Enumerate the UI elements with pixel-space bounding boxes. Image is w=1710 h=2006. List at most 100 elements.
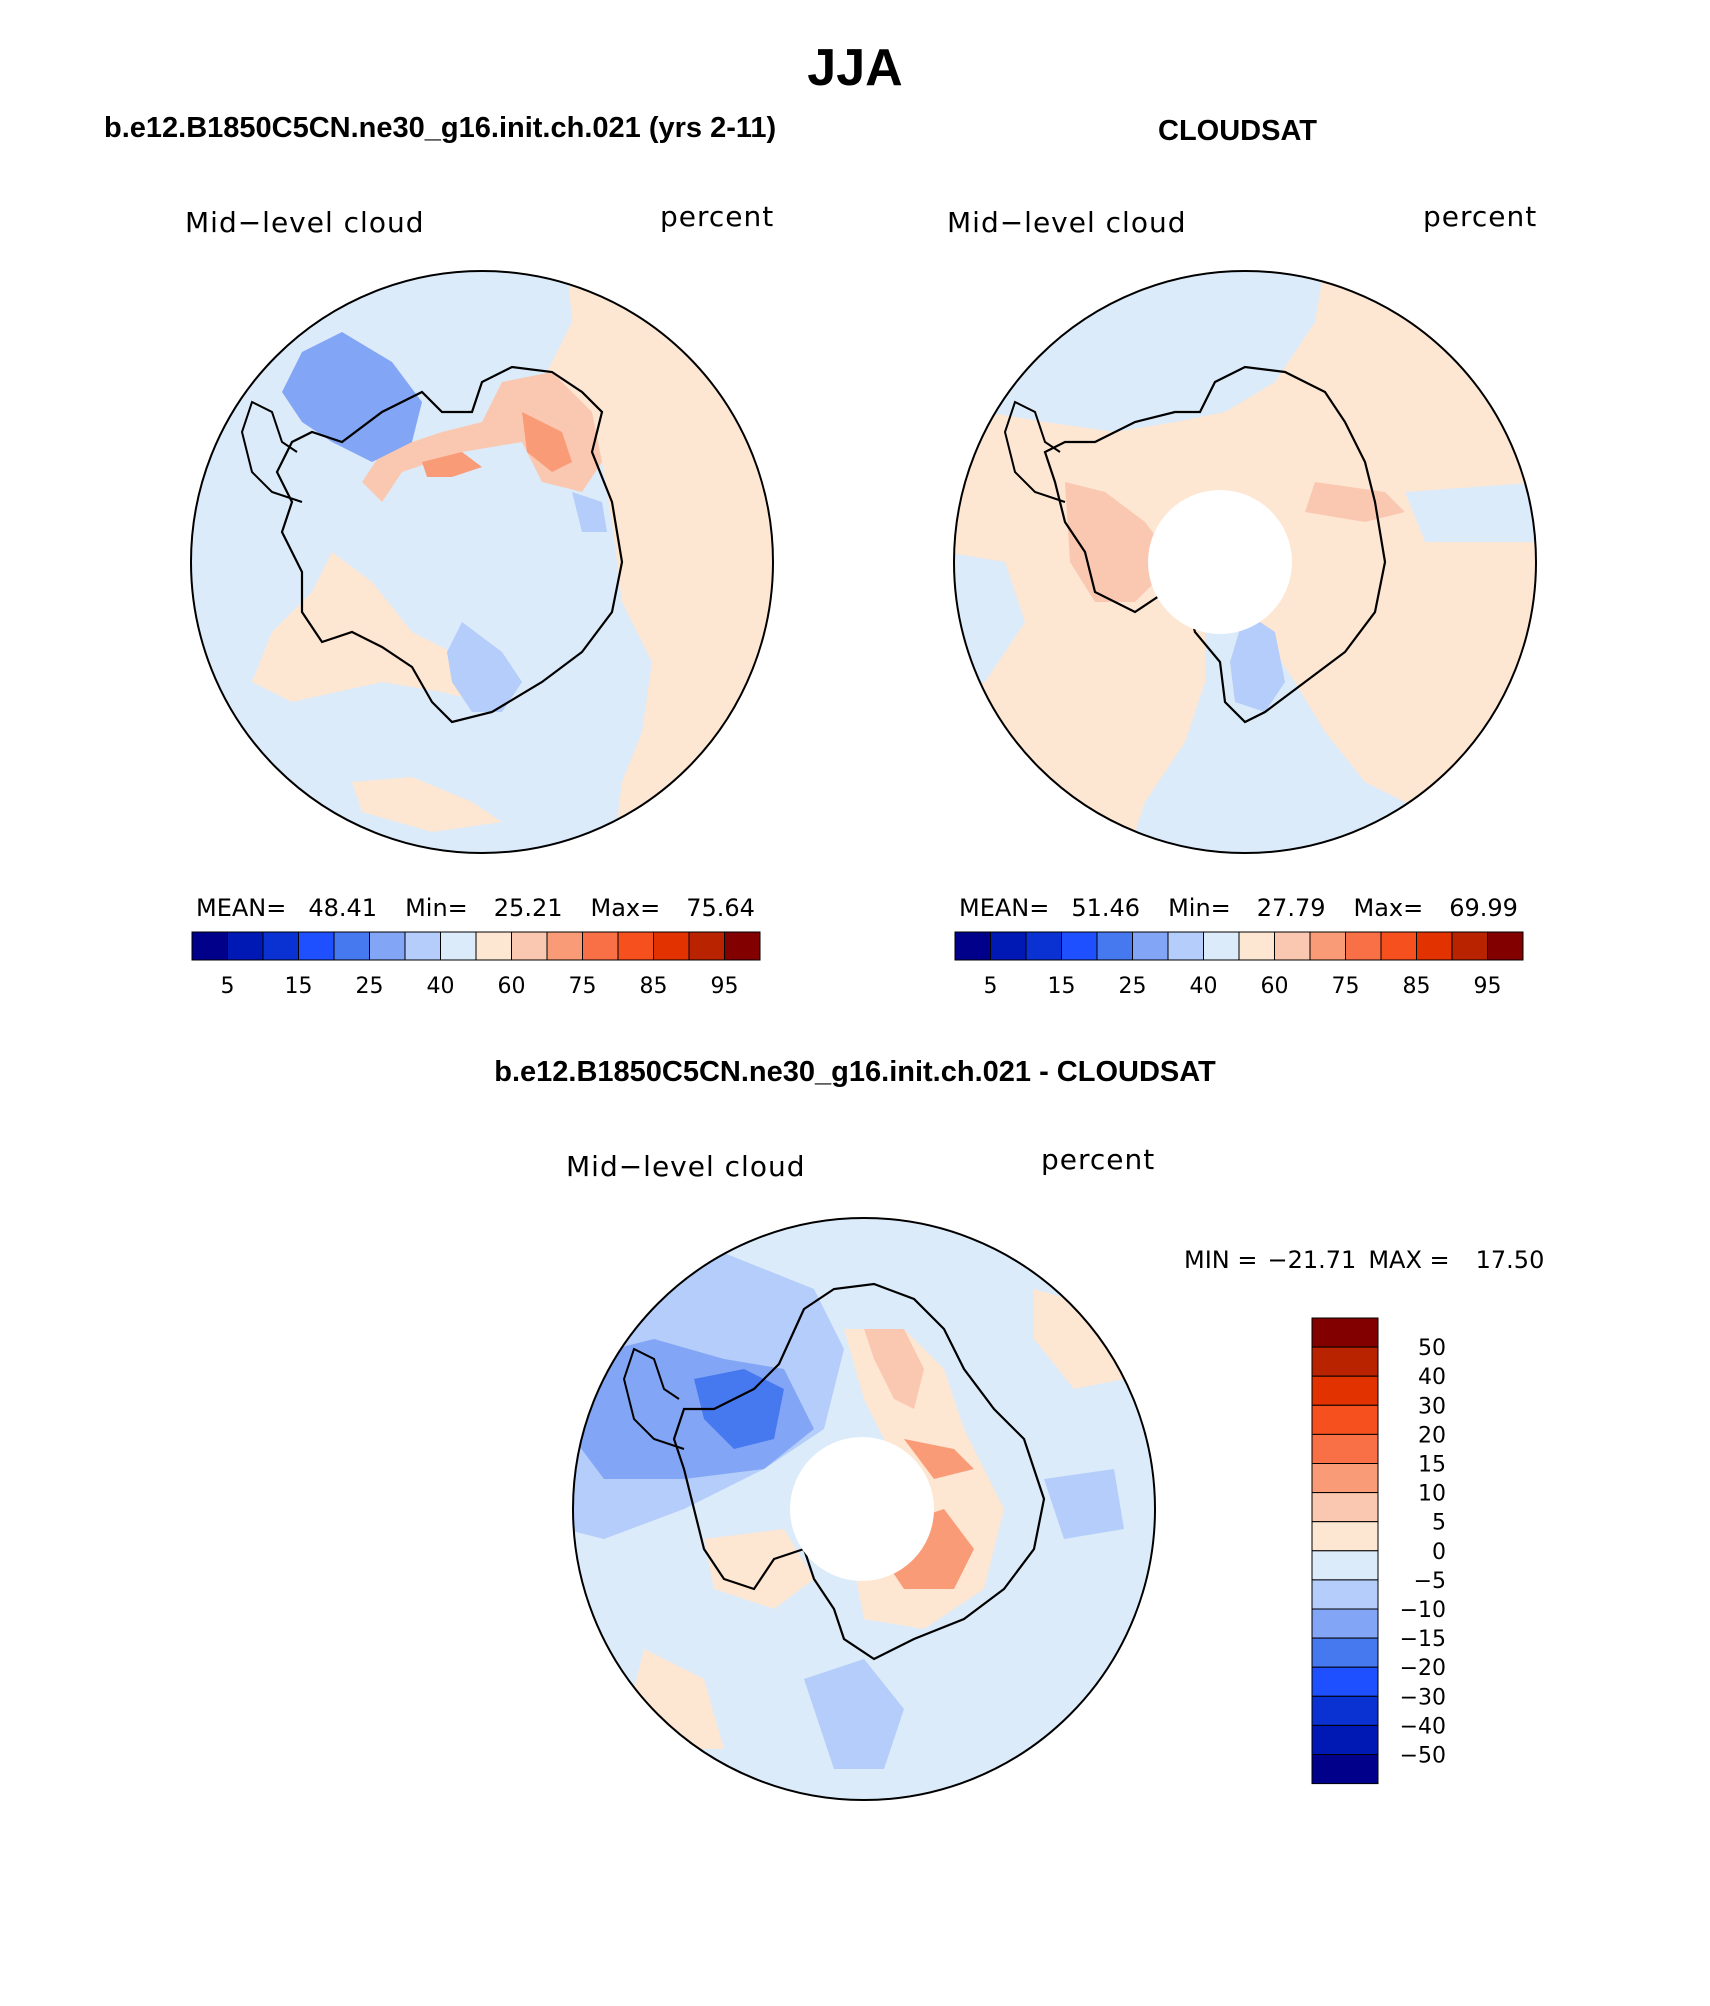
colorbar-cloudsat-box bbox=[1309, 931, 1346, 961]
colorbar-cloudsat-box bbox=[1061, 931, 1098, 961]
map2-region-blue-se bbox=[1125, 602, 1536, 853]
colorbar-cloudsat-box bbox=[1025, 931, 1062, 961]
colorbar-model-tick-label: 5 bbox=[221, 974, 235, 999]
panel1-mean-label: MEAN= bbox=[196, 894, 287, 922]
map3-peninsula-coast bbox=[622, 1347, 685, 1450]
colorbar-cloudsat: 5 15 25 40 60 75 85 95 bbox=[954, 931, 1524, 999]
colorbar-model-box bbox=[475, 931, 512, 961]
map1-peninsula-coast bbox=[240, 400, 303, 503]
panel2-title: CLOUDSAT bbox=[1158, 115, 1317, 147]
panel2-variable-label: Mid−level cloud bbox=[947, 206, 1187, 239]
map3-outline bbox=[572, 1217, 1156, 1801]
colorbar-difference-box bbox=[1311, 1463, 1379, 1494]
colorbar-difference-tick-label: 10 bbox=[1418, 1482, 1446, 1507]
map-model bbox=[190, 270, 774, 854]
colorbar-difference-box bbox=[1311, 1637, 1379, 1668]
colorbar-model-box bbox=[369, 931, 406, 961]
panel1-stats: MEAN= 48.41 Min= 25.21 Max= 75.64 bbox=[196, 894, 755, 922]
colorbar-cloudsat-box bbox=[1416, 931, 1453, 961]
colorbar-difference-tick-label: −15 bbox=[1400, 1627, 1446, 1652]
colorbar-difference-box bbox=[1311, 1724, 1379, 1755]
colorbar-difference-box bbox=[1311, 1375, 1379, 1406]
panel1-min-value: 25.21 bbox=[493, 894, 563, 922]
map2-peninsula-coast bbox=[1003, 400, 1066, 503]
colorbar-difference-tick-label: −40 bbox=[1400, 1714, 1446, 1739]
map1-region-red-peninsula bbox=[252, 552, 482, 702]
colorbar-cloudsat-box bbox=[1238, 931, 1275, 961]
map1-region-red-core2 bbox=[422, 452, 482, 477]
colorbar-model-box bbox=[653, 931, 690, 961]
colorbar-difference-box bbox=[1311, 1754, 1379, 1785]
map1-outline bbox=[190, 270, 774, 854]
panel3-units-label: percent bbox=[1041, 1143, 1156, 1176]
colorbar-cloudsat-box bbox=[1096, 931, 1133, 961]
panel3-max-value: 17.50 bbox=[1475, 1246, 1545, 1274]
colorbar-model-box bbox=[546, 931, 583, 961]
map3-region-red-mid bbox=[864, 1329, 924, 1409]
figure-title: JJA bbox=[807, 39, 903, 97]
colorbar-model-tick-label: 40 bbox=[427, 974, 455, 999]
panel1-min-label: Min= bbox=[405, 894, 468, 922]
colorbar-difference-boxes bbox=[1311, 1317, 1379, 1785]
colorbar-difference-box bbox=[1311, 1317, 1379, 1348]
panel3-min-label: MIN = bbox=[1184, 1246, 1258, 1274]
colorbar-model-tick-label: 95 bbox=[711, 974, 739, 999]
panel2-mean-value: 51.46 bbox=[1071, 894, 1141, 922]
map-cloudsat bbox=[953, 270, 1537, 854]
colorbar-cloudsat-labels: 5 15 25 40 60 75 85 95 bbox=[984, 974, 1502, 999]
panel2-min-label: Min= bbox=[1168, 894, 1231, 922]
colorbar-difference-tick-label: 0 bbox=[1432, 1540, 1446, 1565]
colorbar-model-box bbox=[333, 931, 370, 961]
colorbar-model-tick-label: 60 bbox=[498, 974, 526, 999]
colorbar-difference-box bbox=[1311, 1666, 1379, 1697]
colorbar-model-box bbox=[440, 931, 477, 961]
colorbar-model-tick-label: 75 bbox=[569, 974, 597, 999]
map3-region-blue-east bbox=[1044, 1469, 1124, 1539]
panel2-max-value: 69.99 bbox=[1449, 894, 1518, 922]
colorbar-cloudsat-box bbox=[1380, 931, 1417, 961]
map3-region-red-core2 bbox=[904, 1439, 974, 1479]
colorbar-difference-box bbox=[1311, 1433, 1379, 1465]
panel2-stats: MEAN= 51.46 Min= 27.79 Max= 69.99 bbox=[959, 894, 1518, 922]
colorbar-difference-tick-label: 5 bbox=[1432, 1511, 1446, 1536]
colorbar-model: 5 15 25 40 60 75 85 95 bbox=[191, 931, 761, 999]
map-difference bbox=[572, 1217, 1156, 1801]
colorbar-difference-tick-label: −5 bbox=[1414, 1569, 1446, 1594]
map1-region-red-center bbox=[362, 372, 602, 502]
colorbar-difference-box bbox=[1311, 1492, 1379, 1523]
map1-region-blue-east bbox=[572, 492, 607, 532]
colorbar-difference-box bbox=[1311, 1579, 1379, 1610]
panel2-min-value: 27.79 bbox=[1256, 894, 1326, 922]
panel3-max-label: MAX = bbox=[1368, 1246, 1450, 1274]
panel1-mean-value: 48.41 bbox=[308, 894, 378, 922]
map1-region-blue-weddell bbox=[282, 332, 422, 462]
colorbar-cloudsat-box bbox=[990, 931, 1027, 961]
colorbar-cloudsat-tick-label: 40 bbox=[1190, 974, 1218, 999]
colorbar-cloudsat-box bbox=[1167, 931, 1204, 961]
map2-region-red-east bbox=[1305, 482, 1405, 522]
colorbar-model-box bbox=[724, 931, 761, 961]
colorbar-model-labels: 5 15 25 40 60 75 85 95 bbox=[221, 974, 739, 999]
map3-region-blue-dark bbox=[694, 1369, 784, 1449]
panel2-units-label: percent bbox=[1423, 200, 1538, 233]
map1-region-blue-ross bbox=[447, 622, 522, 712]
panel3-min-value: −21.71 bbox=[1267, 1246, 1357, 1274]
panel1-units-label: percent bbox=[660, 200, 775, 233]
colorbar-difference-tick-label: −20 bbox=[1400, 1656, 1446, 1681]
colorbar-difference-tick-label: −50 bbox=[1400, 1744, 1446, 1769]
colorbar-model-box bbox=[617, 931, 654, 961]
colorbar-cloudsat-tick-label: 5 bbox=[984, 974, 998, 999]
map2-outline bbox=[953, 270, 1537, 854]
panel1-max-value: 75.64 bbox=[686, 894, 755, 922]
map3-polar-hole bbox=[790, 1437, 934, 1581]
colorbar-difference-box bbox=[1311, 1695, 1379, 1726]
colorbar-model-box bbox=[404, 931, 441, 961]
colorbar-model-box bbox=[511, 931, 548, 961]
colorbar-cloudsat-box bbox=[1203, 931, 1240, 961]
colorbar-difference-tick-label: 40 bbox=[1418, 1365, 1446, 1390]
colorbar-difference-box bbox=[1311, 1404, 1379, 1435]
map3-coastline bbox=[672, 1282, 1046, 1661]
colorbar-cloudsat-tick-label: 95 bbox=[1474, 974, 1502, 999]
